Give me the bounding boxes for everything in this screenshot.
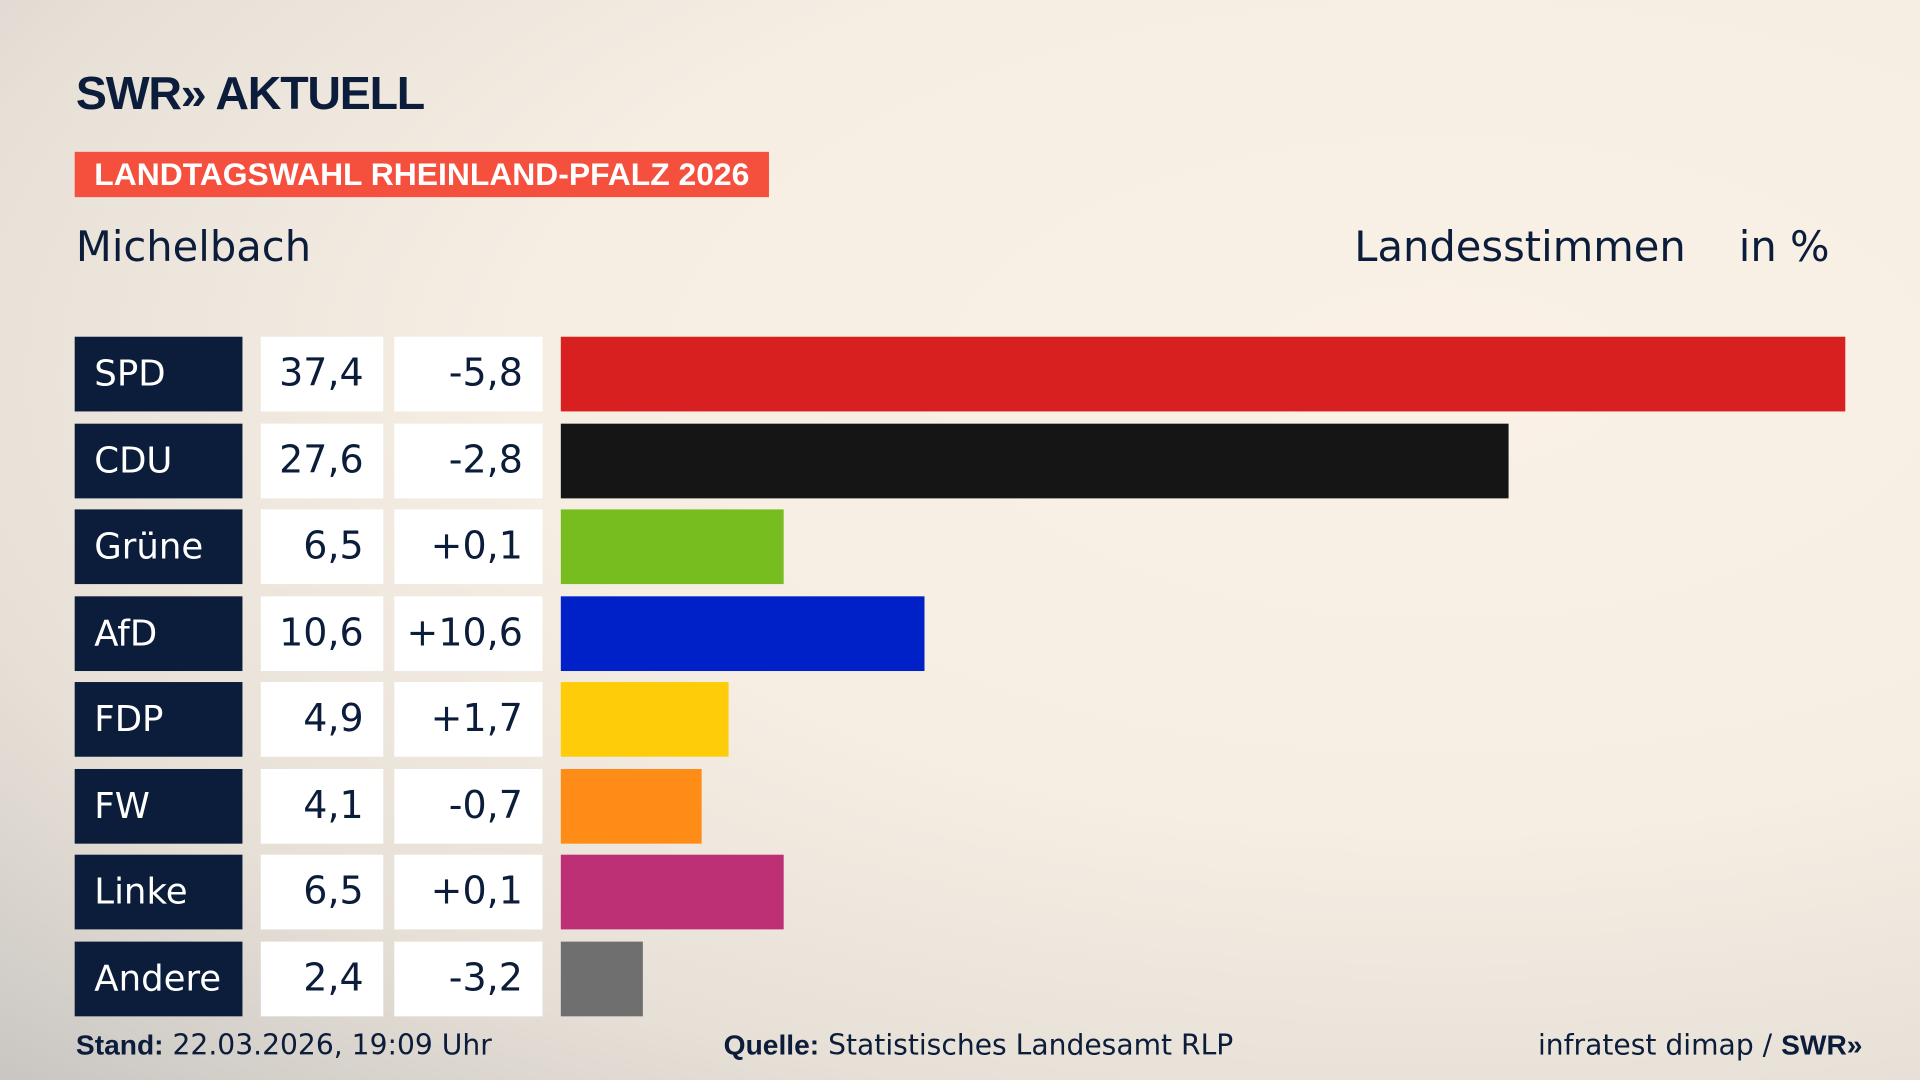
party-label: SPD	[74, 336, 243, 412]
party-label: Grüne	[74, 509, 243, 585]
bar	[560, 682, 730, 757]
value-label: 4,1	[260, 768, 384, 844]
vote-type-label: Landesstimmen	[1354, 222, 1686, 272]
bar	[560, 941, 644, 1016]
source-value: Statistisches Landesamt RLP	[828, 1029, 1234, 1062]
diff-label: +0,1	[394, 509, 543, 585]
diff-label: +0,1	[394, 854, 543, 930]
value-label: 6,5	[260, 509, 384, 585]
diff-label: -5,8	[394, 336, 543, 412]
swr-logo: SWR»	[1781, 1028, 1863, 1061]
credit-text: infratest dimap /	[1537, 1029, 1782, 1062]
diff-label: -2,8	[394, 423, 543, 498]
value-label: 6,5	[260, 854, 384, 930]
value-label: 2,4	[260, 941, 384, 1016]
party-label: FW	[74, 768, 243, 844]
bar	[560, 509, 785, 585]
stand-value: 22.03.2026, 19:09 Uhr	[172, 1029, 492, 1062]
election-banner: LANDTAGSWAHL RHEINLAND-PFALZ 2026	[74, 151, 769, 198]
diff-label: -0,7	[394, 768, 543, 844]
source-label: Quelle:	[723, 1028, 820, 1061]
value-label: 10,6	[260, 595, 384, 671]
unit-label: in %	[1738, 222, 1830, 272]
bar	[560, 768, 702, 844]
diff-label: +10,6	[394, 595, 543, 671]
bar	[560, 423, 1509, 498]
value-label: 37,4	[260, 336, 384, 412]
bar	[560, 854, 785, 930]
credit: infratest dimap / SWR»	[1538, 1029, 1863, 1062]
place-name: Michelbach	[75, 222, 312, 272]
party-label: AfD	[74, 595, 243, 671]
party-label: CDU	[74, 423, 243, 498]
diff-label: +1,7	[394, 682, 543, 757]
swr-aktuell-logo: SWR» AKTUELL	[75, 68, 425, 121]
bar	[560, 336, 1846, 412]
bar	[560, 595, 925, 671]
party-label: Linke	[74, 854, 243, 930]
value-label: 27,6	[260, 423, 384, 498]
timestamp: Stand: 22.03.2026, 19:09 Uhr	[76, 1029, 492, 1062]
diff-label: -3,2	[394, 941, 543, 1016]
source: Quelle: Statistisches Landesamt RLP	[724, 1029, 1234, 1062]
value-label: 4,9	[260, 682, 384, 757]
stand-label: Stand:	[75, 1028, 164, 1061]
party-label: FDP	[74, 682, 243, 757]
party-label: Andere	[74, 941, 243, 1016]
